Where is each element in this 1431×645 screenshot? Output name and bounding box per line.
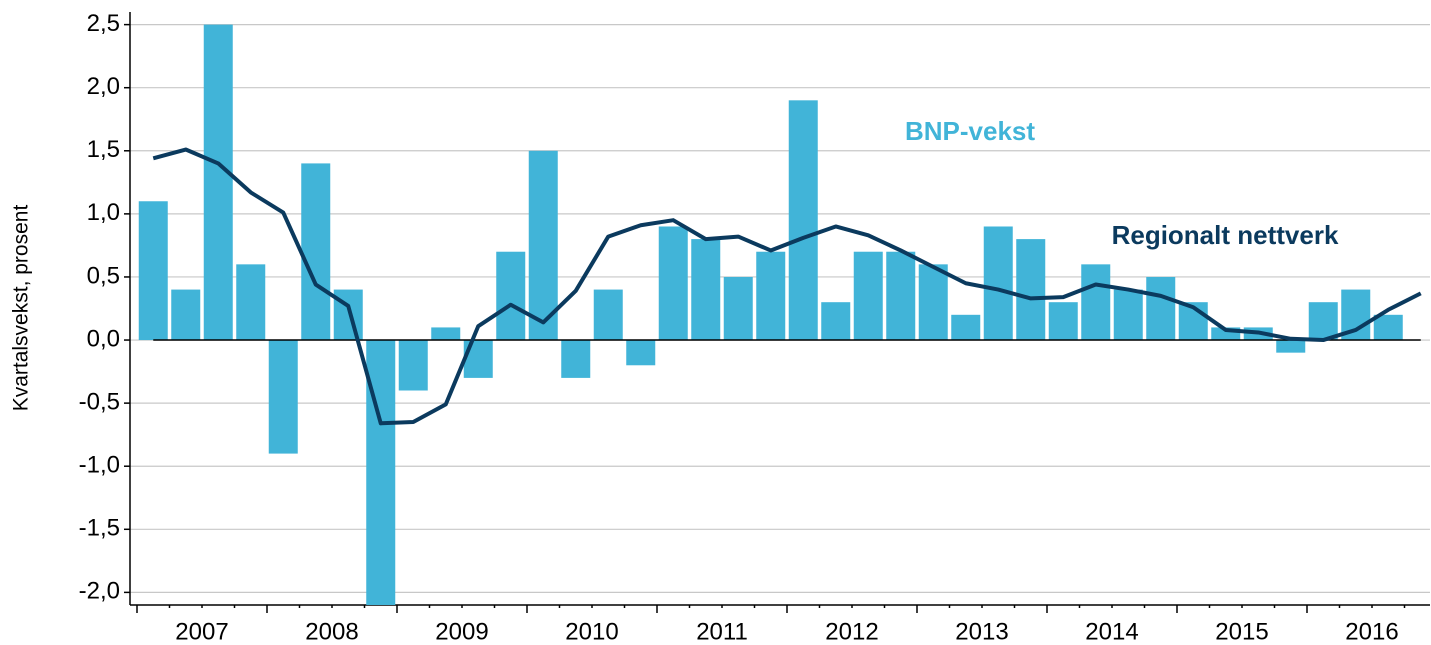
bar <box>821 302 851 341</box>
bar <box>886 251 916 341</box>
bar <box>1048 302 1078 341</box>
x-tick-label: 2016 <box>1345 618 1398 645</box>
y-tick-label: -1,5 <box>79 515 120 542</box>
bar <box>1276 340 1306 353</box>
x-tick-label: 2010 <box>565 618 618 645</box>
series-label: BNP-vekst <box>905 116 1035 146</box>
y-tick-label: 1,0 <box>87 199 120 226</box>
x-tick-label: 2015 <box>1215 618 1268 645</box>
bar <box>1308 302 1338 341</box>
y-axis-label: Kvartalsvekst, prosent <box>10 205 33 412</box>
bar <box>918 264 948 341</box>
bar <box>171 289 201 341</box>
y-tick-label: 0,5 <box>87 262 120 289</box>
y-tick-label: 2,0 <box>87 73 120 100</box>
bar <box>268 340 298 454</box>
x-tick-label: 2014 <box>1085 618 1138 645</box>
bar <box>561 340 591 378</box>
bar <box>1373 314 1403 341</box>
x-tick-label: 2009 <box>435 618 488 645</box>
bar <box>431 327 461 341</box>
y-tick-label: -1,0 <box>79 452 120 479</box>
bar <box>853 251 883 341</box>
bar <box>593 289 623 341</box>
bar <box>398 340 428 391</box>
bar <box>658 226 688 341</box>
bar <box>756 251 786 341</box>
x-tick-label: 2012 <box>825 618 878 645</box>
x-tick-label: 2011 <box>696 618 748 645</box>
y-tick-label: -0,5 <box>79 388 120 415</box>
bar <box>138 201 168 341</box>
bar <box>1016 239 1046 341</box>
y-tick-label: -2,0 <box>79 578 120 605</box>
line <box>152 147 1422 426</box>
y-tick-label: 1,5 <box>87 136 120 163</box>
bar <box>951 314 981 341</box>
y-tick-label: 0,0 <box>87 325 120 352</box>
x-tick-label: 2013 <box>955 618 1008 645</box>
bar <box>1146 276 1176 341</box>
bar <box>1081 264 1111 341</box>
bar <box>691 239 721 341</box>
x-tick-label: 2007 <box>175 618 228 645</box>
bar <box>496 251 526 341</box>
bar <box>236 264 266 341</box>
bar <box>788 100 818 341</box>
bar <box>983 226 1013 341</box>
bar <box>626 340 656 366</box>
series-label: Regionalt nettverk <box>1112 220 1339 250</box>
y-tick-label: 2,5 <box>87 10 120 37</box>
bar <box>528 150 558 341</box>
bar <box>723 276 753 341</box>
x-tick-label: 2008 <box>305 618 358 645</box>
bar <box>1113 289 1143 341</box>
bar <box>203 24 233 341</box>
bar <box>301 163 331 341</box>
